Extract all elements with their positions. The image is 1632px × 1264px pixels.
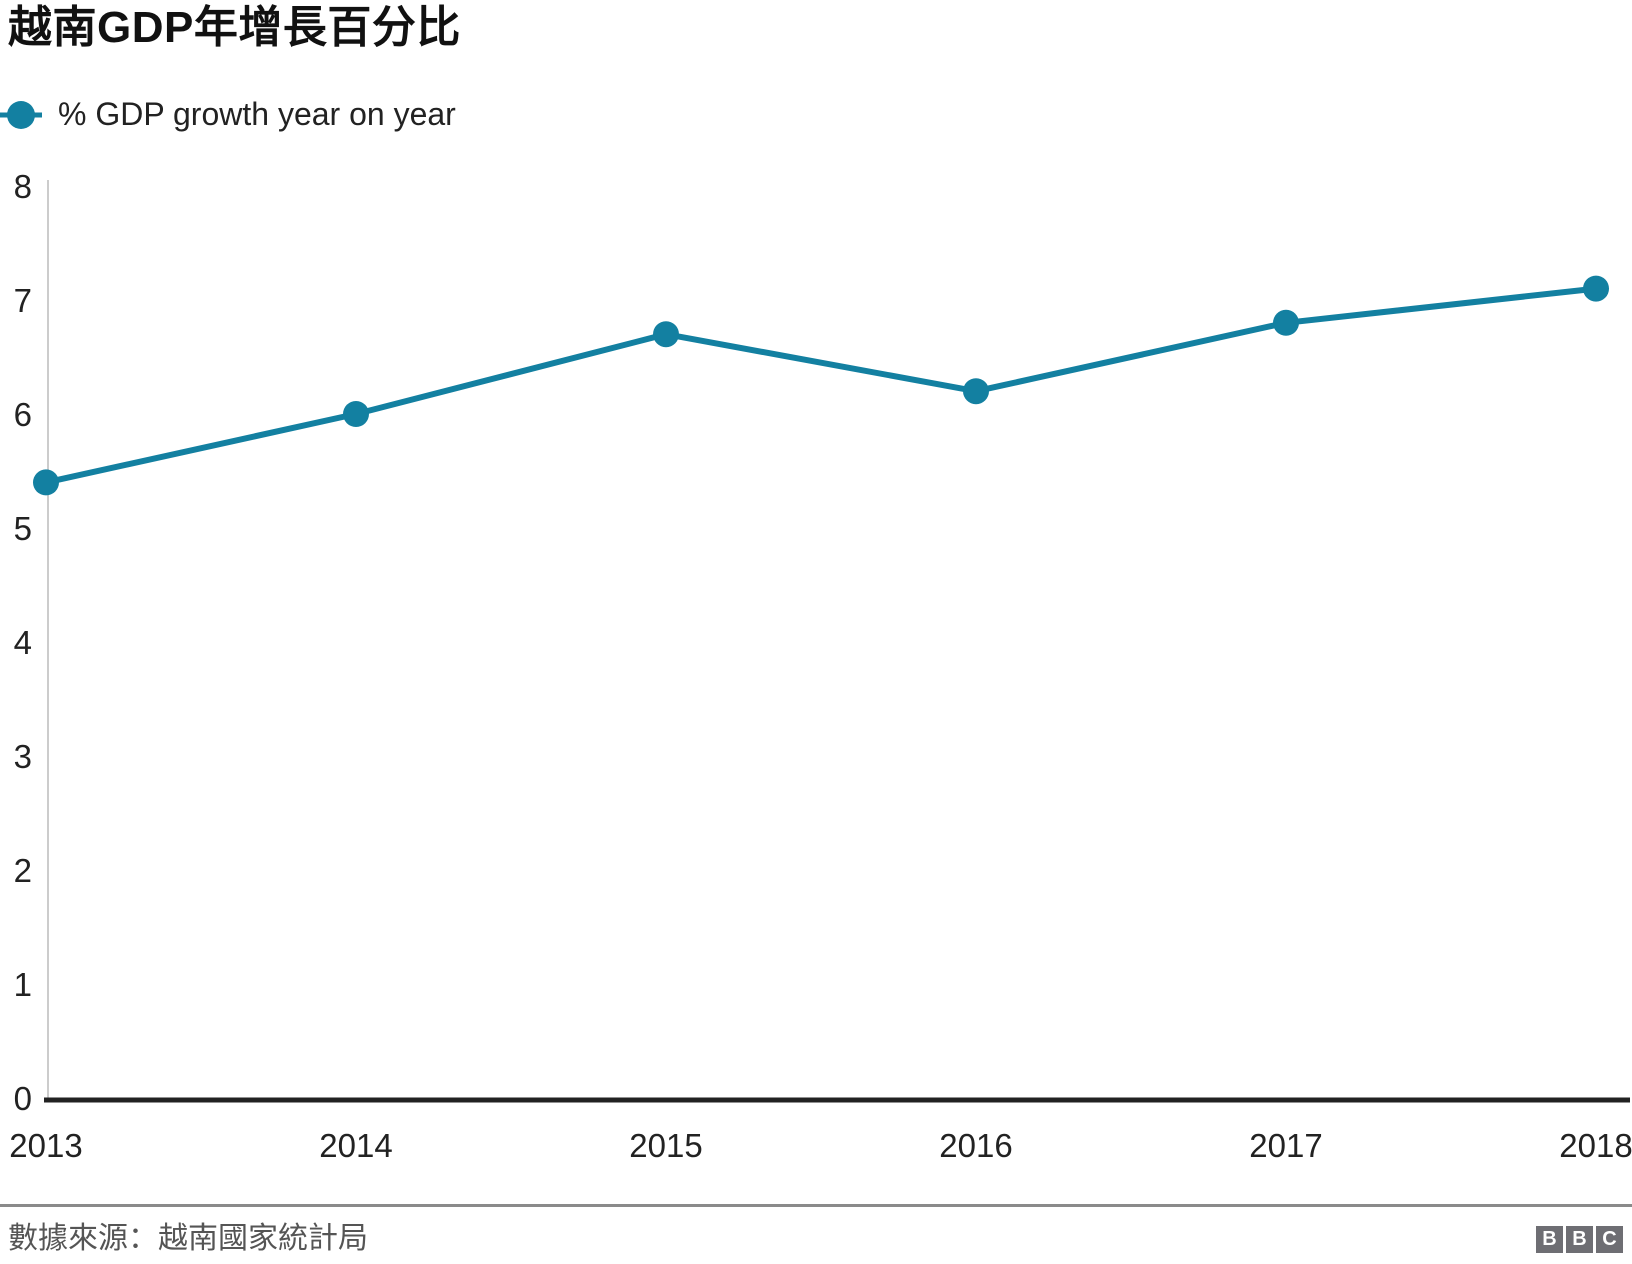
bbc-logo-letter-b2: B [1566,1226,1593,1253]
bbc-logo-letter-b1: B [1536,1226,1563,1253]
y-axis-tick-label: 3 [14,738,32,775]
y-axis-tick-label: 5 [14,510,32,547]
y-axis-tick-label: 1 [14,966,32,1003]
source-text: 數據來源：越南國家統計局 [8,1222,368,1255]
page-title: 越南GDP年增長百分比 [8,3,461,52]
x-axis-tick-label: 2018 [1559,1127,1632,1164]
data-point [1273,309,1299,336]
y-axis-tick-label: 4 [14,624,32,661]
x-axis-tick-label: 2013 [9,1127,82,1164]
y-axis-tick-label: 8 [14,168,32,205]
y-axis-tick-label: 2 [14,852,32,889]
y-axis-tick-label: 0 [14,1080,32,1117]
legend-label: % GDP growth year on year [58,96,456,132]
y-axis-tick-label: 7 [14,282,32,319]
bbc-logo-letter-c: C [1596,1226,1623,1253]
footer-divider [0,1204,1632,1207]
x-axis-tick-label: 2014 [319,1127,392,1164]
data-point [1583,275,1609,302]
x-axis-tick-label: 2015 [629,1127,702,1164]
data-point [343,401,369,427]
y-axis-tick-label: 6 [14,396,32,433]
data-point [33,469,59,496]
x-axis-tick-label: 2016 [939,1127,1012,1164]
data-point [653,321,679,348]
bbc-logo: B B C [1536,1226,1623,1253]
legend-marker-icon [0,100,42,129]
legend: % GDP growth year on year [0,96,456,133]
series-line [43,285,1599,486]
data-point [963,378,989,405]
x-axis-tick-label: 2017 [1249,1127,1322,1164]
